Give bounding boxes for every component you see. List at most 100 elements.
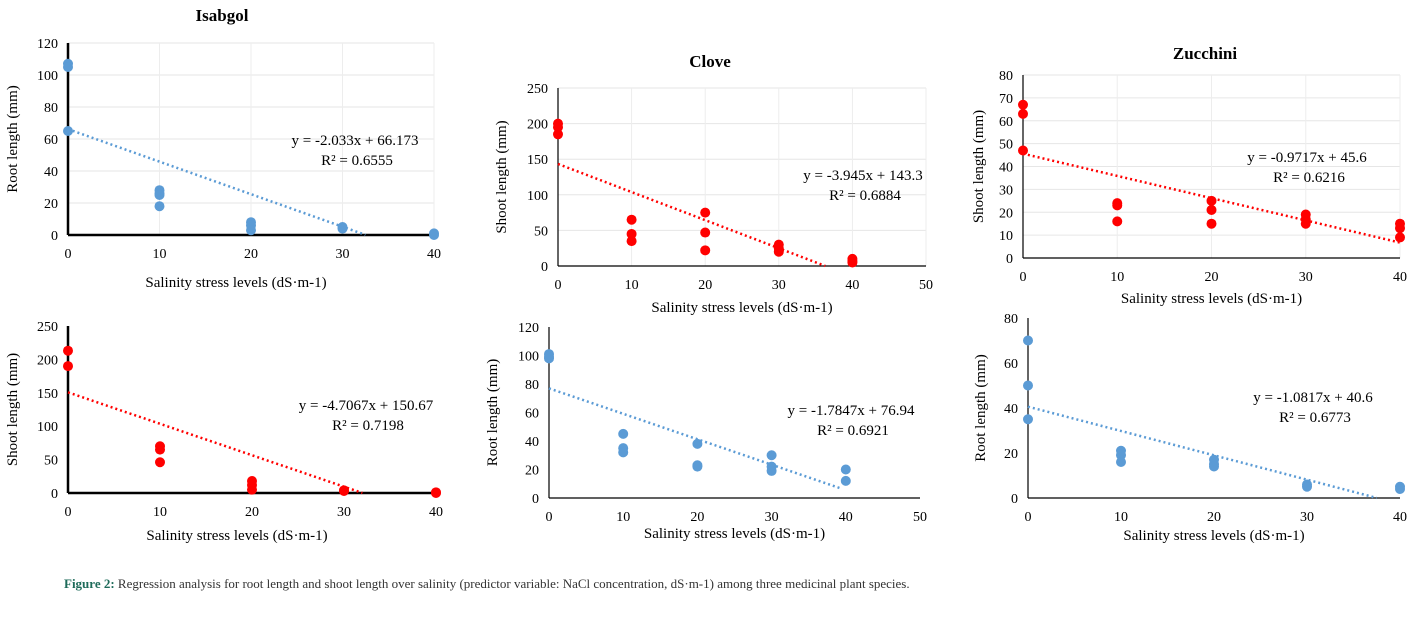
zucchini-root-data-point xyxy=(1116,457,1126,467)
zucchini-shoot-data-point xyxy=(1018,99,1028,110)
isabgol-root-data-point xyxy=(154,190,165,200)
clove-root-x-tick-label: 20 xyxy=(690,510,704,525)
clove-shoot-equation: y = -3.945x + 143.3 xyxy=(803,168,922,184)
clove-root-x-tick-label: 40 xyxy=(839,510,853,525)
isabgol-root-data-point xyxy=(154,201,165,212)
zucchini-root-y-tick-label: 40 xyxy=(1004,402,1018,417)
isabgol-shoot-x-tick-label: 30 xyxy=(337,505,351,520)
isabgol-shoot-x-tick-label: 20 xyxy=(245,505,259,520)
clove-root-trendline xyxy=(548,387,843,490)
zucchini-root-data-point xyxy=(1023,380,1033,391)
isabgol-shoot-x-tick-label: 0 xyxy=(65,505,72,520)
zucchini-root-x-tick-label: 30 xyxy=(1300,510,1314,525)
zucchini-root-y-tick-label: 60 xyxy=(1004,357,1018,372)
zucchini-shoot-x-tick-label: 30 xyxy=(1299,270,1313,285)
zucchini-root-equation: y = -1.0817x + 40.6 xyxy=(1253,390,1373,406)
clove-shoot-data-point xyxy=(553,129,563,140)
clove-root-data-point xyxy=(766,465,777,476)
clove-shoot-data-point xyxy=(847,257,858,268)
zucchini-shoot-equation: y = -0.9717x + 45.6 xyxy=(1247,150,1367,166)
clove-shoot-data-point xyxy=(700,245,711,256)
clove-shoot-y-tick-label: 150 xyxy=(527,153,548,168)
zucchini-shoot-data-point xyxy=(1395,232,1405,243)
zucchini-root-data-point xyxy=(1302,481,1312,492)
clove-root-y-axis-label: Root length (mm) xyxy=(485,359,501,467)
isabgol-root-y-tick-label: 120 xyxy=(37,37,58,52)
zucchini-root-x-axis-label: Salinity stress levels (dS·m-1) xyxy=(1123,528,1304,544)
isabgol-root-data-point xyxy=(429,230,439,240)
clove-root-data-point xyxy=(544,353,554,364)
clove-root-x-tick-label: 50 xyxy=(913,510,927,525)
isabgol-shoot-x-tick-label: 40 xyxy=(429,505,443,520)
clove-shoot-data-point xyxy=(700,227,711,238)
isabgol-shoot-y-tick-label: 150 xyxy=(37,387,58,402)
clove-root-y-tick-label: 60 xyxy=(525,407,539,422)
zucchini-shoot-data-point xyxy=(1206,218,1217,229)
isabgol-shoot-r-squared: R² = 0.7198 xyxy=(332,418,404,434)
zucchini-shoot-y-tick-label: 20 xyxy=(999,206,1013,221)
clove-root-data-point xyxy=(692,461,703,472)
zucchini-shoot-y-tick-label: 0 xyxy=(1006,252,1013,267)
zucchini-shoot-y-tick-label: 60 xyxy=(999,115,1013,130)
clove-shoot-data-point xyxy=(626,236,637,247)
clove-shoot-x-tick-label: 20 xyxy=(698,278,712,293)
zucchini-root-x-tick-label: 40 xyxy=(1393,510,1407,525)
isabgol-root-x-tick-label: 0 xyxy=(65,247,72,262)
clove-shoot-data-point xyxy=(700,207,711,218)
zucchini-shoot-r-squared: R² = 0.6216 xyxy=(1273,170,1345,186)
zucchini-shoot-y-tick-label: 40 xyxy=(999,161,1013,176)
clove-shoot-y-axis-label: Shoot length (mm) xyxy=(494,120,510,233)
isabgol-root-x-tick-label: 10 xyxy=(153,247,167,262)
clove-root-data-point xyxy=(692,438,703,449)
clove-shoot-x-axis-label: Salinity stress levels (dS·m-1) xyxy=(651,300,832,316)
isabgol-shoot-y-axis-label: Shoot length (mm) xyxy=(5,353,21,466)
isabgol-root-r-squared: R² = 0.6555 xyxy=(321,153,393,169)
clove-shoot-x-tick-label: 50 xyxy=(919,278,933,293)
isabgol-root-y-tick-label: 80 xyxy=(44,101,58,116)
zucchini-shoot-data-point xyxy=(1395,223,1405,234)
clove-root-y-tick-label: 40 xyxy=(525,435,539,450)
zucchini-shoot-data-point xyxy=(1206,204,1217,215)
isabgol-root-x-tick-label: 40 xyxy=(427,247,441,262)
zucchini-root-x-tick-label: 10 xyxy=(1114,510,1128,525)
clove-root-data-point xyxy=(766,450,777,461)
zucchini-root-trendline xyxy=(1027,405,1378,500)
zucchini-shoot-data-point xyxy=(1300,218,1311,229)
isabgol-root-y-axis-label: Root length (mm) xyxy=(5,85,21,193)
clove-root-y-tick-label: 100 xyxy=(518,350,539,365)
isabgol-shoot-y-tick-label: 100 xyxy=(37,420,58,435)
isabgol-shoot-data-point xyxy=(339,485,349,496)
zucchini-shoot-x-tick-label: 0 xyxy=(1020,270,1027,285)
isabgol-shoot-data-point xyxy=(155,444,165,455)
zucchini-shoot-y-tick-label: 70 xyxy=(999,92,1013,107)
isabgol-root-chart-title: Isabgol xyxy=(196,6,249,25)
clove-shoot-y-tick-label: 50 xyxy=(534,224,548,239)
isabgol-shoot-trendline xyxy=(67,391,363,495)
zucchini-shoot-data-point xyxy=(1206,195,1217,206)
zucchini-shoot-data-point xyxy=(1112,200,1123,211)
isabgol-root-data-point xyxy=(63,126,73,136)
isabgol-root-data-point xyxy=(246,225,256,236)
zucchini-root-y-axis-label: Root length (mm) xyxy=(973,354,989,462)
zucchini-shoot-x-tick-label: 40 xyxy=(1393,270,1407,285)
isabgol-shoot-y-tick-label: 50 xyxy=(44,454,58,469)
zucchini-root-data-point xyxy=(1395,484,1405,494)
zucchini-shoot-x-tick-label: 20 xyxy=(1205,270,1219,285)
clove-root-y-tick-label: 80 xyxy=(525,378,539,393)
isabgol-root-y-tick-label: 60 xyxy=(44,133,58,148)
clove-shoot-x-tick-label: 30 xyxy=(772,278,786,293)
clove-root-y-tick-label: 120 xyxy=(518,321,539,336)
zucchini-shoot-x-tick-label: 10 xyxy=(1110,270,1124,285)
isabgol-shoot-data-point xyxy=(431,488,441,498)
zucchini-root-data-point xyxy=(1023,335,1033,346)
clove-root-x-axis-label: Salinity stress levels (dS·m-1) xyxy=(644,526,825,542)
clove-shoot-y-tick-label: 0 xyxy=(541,260,548,275)
zucchini-shoot-data-point xyxy=(1018,145,1028,156)
clove-shoot-data-point xyxy=(626,214,637,225)
zucchini-shoot-y-tick-label: 80 xyxy=(999,69,1013,84)
clove-root-x-tick-label: 10 xyxy=(616,510,630,525)
clove-shoot-y-tick-label: 250 xyxy=(527,82,548,97)
isabgol-root-y-tick-label: 0 xyxy=(51,229,58,244)
zucchini-shoot-x-axis-label: Salinity stress levels (dS·m-1) xyxy=(1121,291,1302,307)
